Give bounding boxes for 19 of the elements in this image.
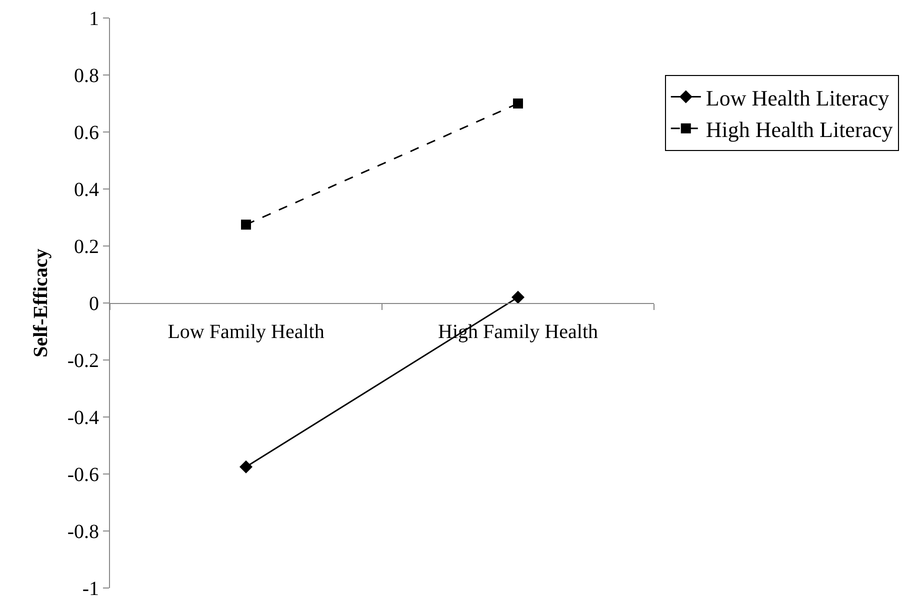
y-tick-label: -0.4 xyxy=(67,407,99,429)
y-tick-label: 0 xyxy=(89,293,99,315)
legend-label: Low Health Literacy xyxy=(706,85,890,110)
y-axis-title: Self-Efficacy xyxy=(30,248,52,358)
y-tick-label: 0.6 xyxy=(74,122,99,144)
y-tick-label: 0.8 xyxy=(74,65,99,87)
y-tick-label: -0.6 xyxy=(67,464,99,486)
point xyxy=(241,220,251,230)
point xyxy=(240,460,252,474)
y-tick-label: -0.2 xyxy=(67,350,99,372)
x-tick-label: Low Family Health xyxy=(168,321,324,343)
y-tick-label: -0.8 xyxy=(67,521,99,543)
point xyxy=(513,98,523,108)
point xyxy=(512,290,524,304)
y-tick-label: 1 xyxy=(89,8,99,30)
y-tick-label: 0.4 xyxy=(74,179,99,201)
y-tick-label: -1 xyxy=(82,578,99,600)
y-tick-label: 0.2 xyxy=(74,236,99,258)
legend-label: High Health Literacy xyxy=(706,116,893,142)
